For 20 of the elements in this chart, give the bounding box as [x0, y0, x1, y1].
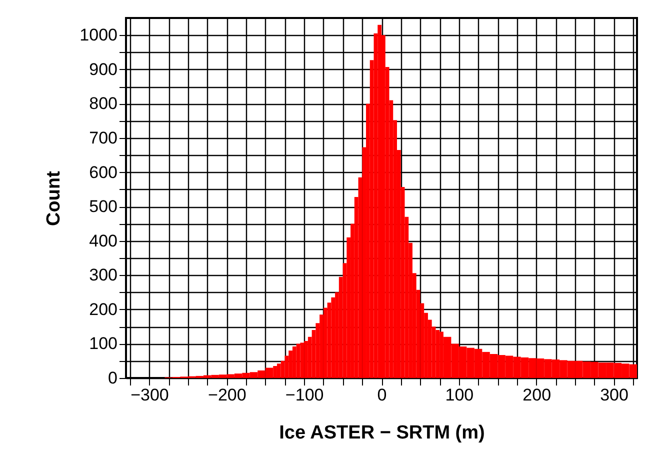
- y-tick-label: 900: [89, 60, 118, 79]
- y-axis-title: Count: [44, 170, 65, 226]
- y-tick-label: 0: [108, 368, 118, 388]
- x-tick-label: 300: [600, 386, 628, 404]
- x-tick-label: 0: [377, 386, 387, 404]
- x-tick-label: −100: [285, 386, 324, 404]
- y-tick-label: 700: [89, 128, 118, 148]
- x-tick-label: −200: [208, 386, 246, 404]
- x-tick-label: −300: [130, 386, 169, 404]
- x-axis-title: Ice ASTER − SRTM (m): [279, 422, 485, 444]
- y-tick-label: 300: [89, 266, 118, 285]
- x-tick-label: 200: [522, 386, 552, 404]
- y-tick-label: 400: [89, 231, 118, 250]
- y-tick-label: 600: [89, 162, 118, 182]
- y-tick-label: 1000: [80, 26, 118, 45]
- y-tick-label: 200: [89, 300, 118, 319]
- x-tick-label: 100: [445, 386, 474, 404]
- y-tick-label: 500: [89, 197, 118, 216]
- y-tick-label: 100: [89, 334, 118, 354]
- y-tick-label: 800: [89, 94, 118, 114]
